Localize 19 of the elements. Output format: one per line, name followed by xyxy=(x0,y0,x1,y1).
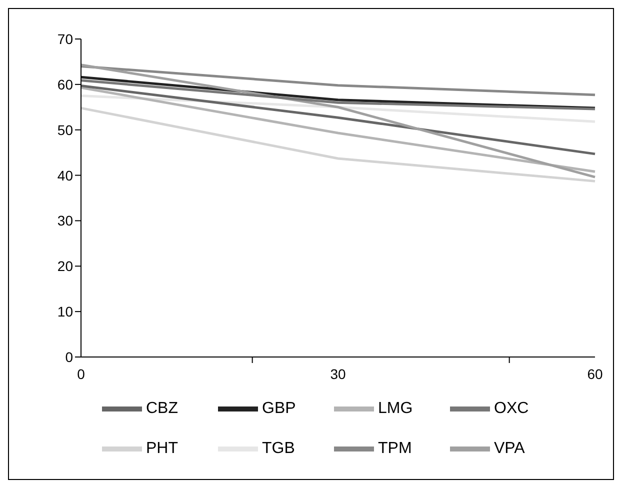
y-tick-label: 50 xyxy=(57,122,74,138)
y-tick-label: 10 xyxy=(57,304,74,320)
y-tick-label: 30 xyxy=(57,212,74,229)
legend-label: PHT xyxy=(146,439,179,460)
x-tick-label: 30 xyxy=(330,366,346,382)
y-tick-label: 60 xyxy=(57,76,74,92)
y-tick-label: 40 xyxy=(57,167,74,184)
legend-label: TPM xyxy=(378,439,413,460)
legend-label: VPA xyxy=(494,439,526,460)
legend-label: TGB xyxy=(262,439,296,460)
y-tick-label: 0 xyxy=(65,348,74,365)
y-tick-label: 70 xyxy=(57,30,74,47)
legend-label: CBZ xyxy=(146,399,179,420)
y-tick-label: 20 xyxy=(57,258,74,274)
x-tick-label: 60 xyxy=(587,366,603,382)
legend-label: LMG xyxy=(378,399,414,420)
legend-label: GBP xyxy=(262,399,297,420)
legend-label: OXC xyxy=(494,399,530,420)
x-tick-label: 0 xyxy=(77,366,86,382)
